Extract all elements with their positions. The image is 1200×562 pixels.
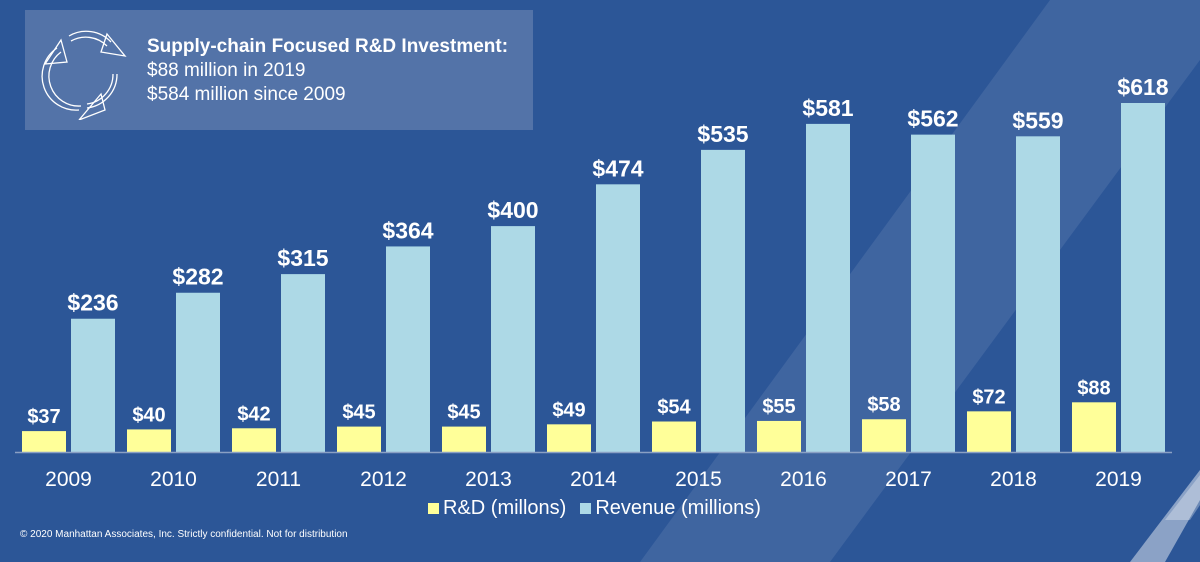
data-label-rd-2019: $88 [1077, 377, 1110, 399]
legend-item-rd: R&D (millons) [428, 497, 566, 520]
bar-revenue-2009 [71, 318, 115, 452]
bar-rd-2011 [232, 428, 276, 452]
data-label-revenue-2015: $535 [697, 121, 748, 147]
data-label-revenue-2010: $282 [172, 264, 223, 290]
legend-swatch-revenue [580, 503, 592, 514]
bar-rd-2018 [967, 411, 1011, 452]
data-label-rd-2014: $49 [552, 399, 585, 421]
x-tick-label-2009: 2009 [45, 468, 92, 491]
bar-revenue-2017 [911, 134, 955, 453]
data-label-rd-2016: $55 [762, 396, 795, 418]
data-label-revenue-2018: $559 [1012, 107, 1063, 133]
bar-revenue-2016 [806, 123, 850, 452]
copyright-footer: © 2020 Manhattan Associates, Inc. Strict… [20, 529, 348, 540]
data-label-revenue-2012: $364 [382, 217, 433, 243]
corner-stripe-2 [1165, 475, 1200, 520]
x-tick-label-2019: 2019 [1095, 468, 1142, 491]
data-label-revenue-2011: $315 [277, 245, 328, 271]
data-label-revenue-2019: $618 [1117, 74, 1168, 100]
bar-revenue-2013 [491, 226, 535, 452]
bar-rd-2015 [652, 421, 696, 452]
bar-rd-2012 [337, 426, 381, 452]
x-tick-label-2017: 2017 [885, 468, 932, 491]
bar-rd-2010 [127, 429, 171, 452]
data-label-rd-2012: $45 [342, 402, 375, 424]
bar-revenue-2012 [386, 246, 430, 452]
x-tick-label-2010: 2010 [150, 468, 197, 491]
legend-label-revenue: Revenue (millions) [595, 497, 761, 519]
data-label-revenue-2009: $236 [67, 290, 118, 316]
x-tick-label-2014: 2014 [570, 468, 617, 491]
x-tick-label-2015: 2015 [675, 468, 722, 491]
bar-rd-2017 [862, 419, 906, 452]
bar-revenue-2018 [1016, 136, 1060, 452]
data-label-revenue-2016: $581 [802, 95, 853, 121]
bar-revenue-2014 [596, 184, 640, 453]
x-tick-label-2013: 2013 [465, 468, 512, 491]
data-label-rd-2015: $54 [657, 397, 691, 419]
recycle-arrows-icon [41, 30, 127, 120]
x-tick-label-2018: 2018 [990, 468, 1037, 491]
bar-revenue-2010 [176, 292, 220, 452]
bar-revenue-2019 [1121, 103, 1165, 452]
x-tick-label-2016: 2016 [780, 468, 827, 491]
info-box: Supply-chain Focused R&D Investment: $88… [25, 10, 533, 130]
bar-revenue-2015 [701, 149, 745, 452]
data-label-rd-2017: $58 [867, 394, 900, 416]
x-tick-label-2012: 2012 [360, 468, 407, 491]
bar-rd-2014 [547, 424, 591, 452]
bar-rd-2009 [22, 431, 66, 452]
infobox-line-total: $584 million since 2009 [147, 84, 346, 105]
infobox-title: Supply-chain Focused R&D Investment: [147, 36, 509, 57]
data-label-rd-2009: $37 [27, 406, 60, 428]
legend-item-revenue: Revenue (millions) [580, 497, 761, 520]
legend: R&D (millons) Revenue (millions) [428, 497, 775, 520]
corner-stripe [1130, 470, 1200, 562]
data-label-revenue-2014: $474 [592, 155, 643, 181]
legend-swatch-rd [428, 503, 439, 514]
bar-rd-2016 [757, 420, 801, 452]
x-tick-label-2011: 2011 [256, 468, 301, 491]
bar-rd-2013 [442, 426, 486, 452]
data-label-revenue-2013: $400 [487, 197, 538, 223]
data-label-revenue-2017: $562 [907, 106, 958, 132]
data-label-rd-2010: $40 [132, 404, 165, 426]
data-label-rd-2013: $45 [447, 402, 480, 424]
infobox-line-2019: $88 million in 2019 [147, 60, 306, 81]
bar-rd-2019 [1072, 402, 1116, 452]
data-label-rd-2011: $42 [237, 403, 270, 425]
data-label-rd-2018: $72 [972, 386, 1005, 408]
bar-revenue-2011 [281, 274, 325, 452]
legend-label-rd: R&D (millons) [443, 497, 567, 519]
